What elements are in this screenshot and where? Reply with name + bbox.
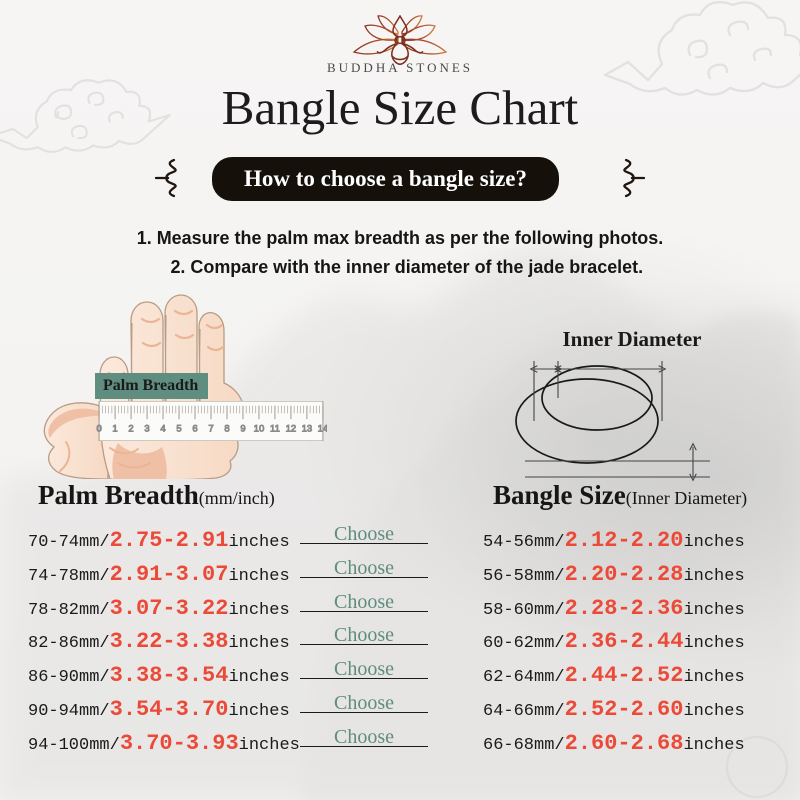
svg-text:14: 14 <box>318 423 327 434</box>
svg-text:4: 4 <box>160 423 166 434</box>
svg-text:12: 12 <box>286 423 297 434</box>
svg-text:3: 3 <box>144 423 149 434</box>
svg-text:7: 7 <box>208 423 213 434</box>
svg-text:8: 8 <box>224 423 229 434</box>
svg-text:11: 11 <box>270 423 280 434</box>
svg-text:6: 6 <box>192 423 197 434</box>
svg-text:13: 13 <box>302 423 313 434</box>
svg-text:0: 0 <box>96 423 101 434</box>
svg-text:10: 10 <box>254 423 265 434</box>
svg-text:9: 9 <box>240 423 245 434</box>
svg-text:1: 1 <box>112 423 117 434</box>
svg-text:5: 5 <box>176 423 181 434</box>
svg-text:2: 2 <box>128 423 133 434</box>
